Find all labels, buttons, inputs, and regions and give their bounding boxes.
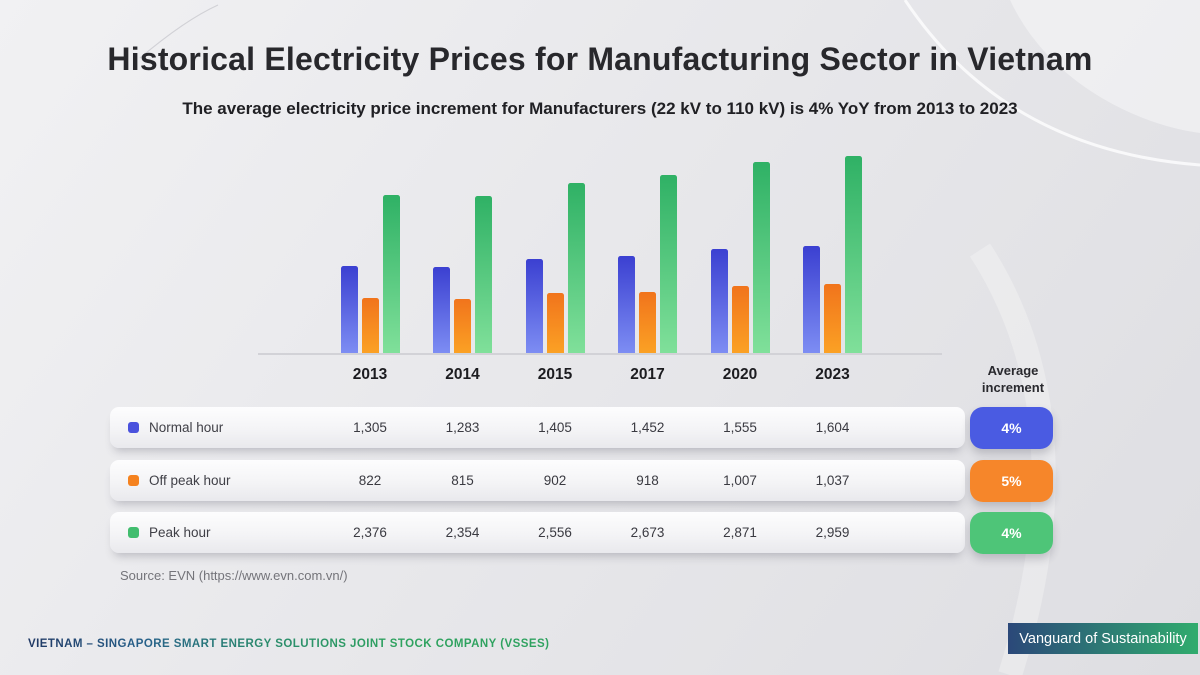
cell-peak-hour-2020: 2,871 xyxy=(723,525,757,540)
legend-swatch-normal-hour xyxy=(128,422,139,433)
bar-group-2020 xyxy=(710,162,770,353)
cell-normal-hour-2015: 1,405 xyxy=(538,420,572,435)
cell-off-peak-hour-2020: 1,007 xyxy=(723,473,757,488)
row-label-peak-hour: Peak hour xyxy=(149,525,211,540)
bar-peak-hour-2014 xyxy=(475,196,492,353)
row-label-off-peak-hour: Off peak hour xyxy=(149,473,231,488)
bar-off-peak-hour-2023 xyxy=(824,284,841,353)
year-label-2020: 2020 xyxy=(722,366,758,383)
cell-peak-hour-2015: 2,556 xyxy=(538,525,572,540)
bar-peak-hour-2023 xyxy=(845,156,862,353)
bar-off-peak-hour-2017 xyxy=(639,292,656,353)
bar-group-2014 xyxy=(433,196,492,353)
row-label-normal-hour: Normal hour xyxy=(149,420,224,435)
cell-normal-hour-2017: 1,452 xyxy=(630,420,665,435)
bar-group-2023 xyxy=(803,156,862,353)
cell-peak-hour-2013: 2,376 xyxy=(353,525,387,540)
bar-peak-hour-2013 xyxy=(382,195,400,353)
bar-group-2015 xyxy=(525,183,585,353)
cell-off-peak-hour-2014: 815 xyxy=(451,473,474,488)
legend-swatch-off-peak-hour xyxy=(128,475,139,486)
avg-badge-peak-hour: 4% xyxy=(970,511,1053,554)
table-row-off-peak-hour: Off peak hour 822 815 902 918 1,007 1,037 xyxy=(110,460,965,501)
cell-off-peak-hour-2023: 1,037 xyxy=(815,473,850,488)
cell-peak-hour-2023: 2,959 xyxy=(815,525,850,540)
legend-swatch-peak-hour xyxy=(128,527,139,538)
page-subtitle: The average electricity price increment … xyxy=(182,99,1018,118)
table-row-peak-hour: Peak hour 2,376 2,354 2,556 2,673 2,871 2,959 xyxy=(110,512,965,553)
bar-normal-hour-2013 xyxy=(340,266,358,353)
year-label-2015: 2015 xyxy=(537,366,573,383)
year-label-2023: 2023 xyxy=(815,366,850,383)
cell-normal-hour-2023: 1,604 xyxy=(815,420,850,435)
cell-peak-hour-2014: 2,354 xyxy=(445,525,480,540)
year-label-2014: 2014 xyxy=(445,366,480,383)
bar-normal-hour-2023 xyxy=(803,246,820,353)
footer-banner: Vanguard of Sustainability xyxy=(1008,623,1198,654)
bar-normal-hour-2015 xyxy=(525,259,543,353)
bar-normal-hour-2017 xyxy=(618,256,635,353)
cell-off-peak-hour-2017: 918 xyxy=(636,473,659,488)
year-label-2013: 2013 xyxy=(352,366,388,383)
bar-normal-hour-2014 xyxy=(433,267,450,353)
avg-badge-off-peak-hour: 5% xyxy=(970,459,1053,502)
deco-curve-right xyxy=(903,0,1200,167)
grouped-bar-chart xyxy=(258,138,942,355)
cell-off-peak-hour-2015: 902 xyxy=(543,473,567,488)
bar-off-peak-hour-2013 xyxy=(361,298,379,353)
footer-company-name: VIETNAM – SINGAPORE SMART ENERGY SOLUTIO… xyxy=(28,638,550,650)
page-title: Historical Electricity Prices for Manufa… xyxy=(107,41,1093,77)
avg-badge-normal-hour: 4% xyxy=(970,406,1053,449)
cell-normal-hour-2020: 1,555 xyxy=(723,420,757,435)
bar-off-peak-hour-2015 xyxy=(546,293,564,353)
bar-group-2013 xyxy=(340,195,400,353)
bar-off-peak-hour-2020 xyxy=(731,286,749,353)
cell-off-peak-hour-2013: 822 xyxy=(358,473,382,488)
bar-off-peak-hour-2014 xyxy=(454,299,471,353)
average-increment-header: Average increment xyxy=(981,363,1045,396)
bar-peak-hour-2015 xyxy=(567,183,585,353)
cell-normal-hour-2013: 1,305 xyxy=(353,420,387,435)
cell-peak-hour-2017: 2,673 xyxy=(630,525,665,540)
footer-banner-label: Vanguard of Sustainability xyxy=(1019,630,1187,647)
bar-group-2017 xyxy=(618,175,677,353)
source-note: Source: EVN (https://www.evn.com.vn/) xyxy=(120,568,348,583)
cell-normal-hour-2014: 1,283 xyxy=(445,420,480,435)
table-row-normal-hour: Normal hour 1,305 1,283 1,405 1,452 1,555 1,60… xyxy=(110,407,965,448)
year-label-2017: 2017 xyxy=(630,366,665,383)
bar-normal-hour-2020 xyxy=(710,249,728,353)
bar-peak-hour-2017 xyxy=(660,175,677,353)
bar-peak-hour-2020 xyxy=(752,162,770,353)
